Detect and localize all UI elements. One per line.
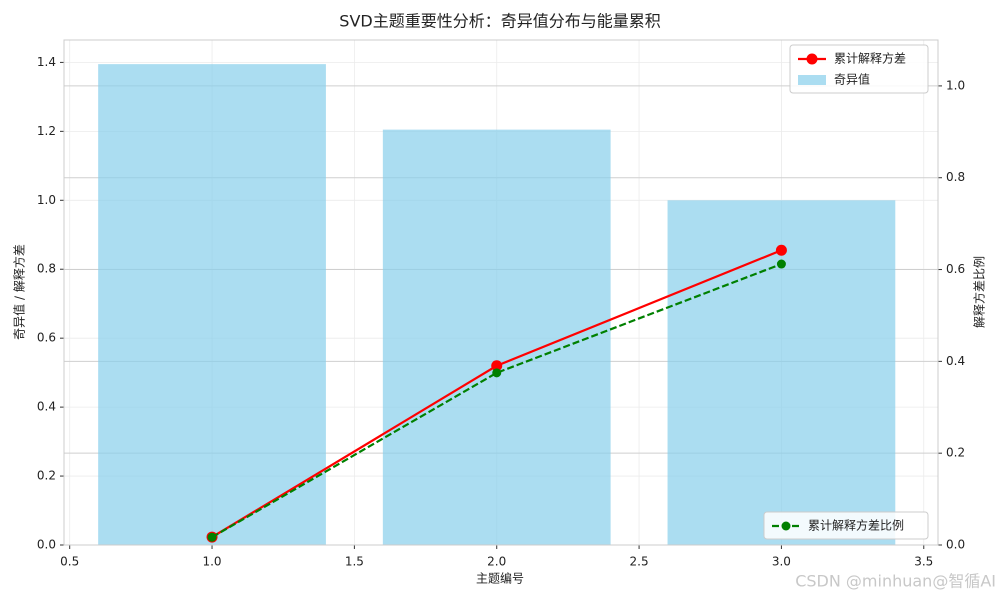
y2-tick-label: 0.8 xyxy=(946,170,965,184)
marker xyxy=(776,259,786,269)
y-tick-label: 0.4 xyxy=(37,400,56,414)
x-axis-label: 主题编号 xyxy=(476,571,524,586)
x-tick-label: 2.5 xyxy=(630,555,649,569)
x-tick-label: 1.5 xyxy=(345,555,364,569)
marker xyxy=(775,244,787,256)
legend-label: 奇异值 xyxy=(834,72,870,87)
y-tick-label: 1.0 xyxy=(37,193,56,207)
y2-tick-label: 0.6 xyxy=(946,262,965,276)
legend-swatch xyxy=(798,75,826,85)
y2-tick-label: 0.2 xyxy=(946,446,965,460)
legend-label: 累计解释方差 xyxy=(834,51,906,66)
chart-title: SVD主题重要性分析：奇异值分布与能量累积 xyxy=(339,12,660,31)
line xyxy=(211,263,782,539)
y2-tick-label: 0.0 xyxy=(946,538,965,552)
bar xyxy=(667,200,896,545)
watermark: CSDN @minhuan@智循AI xyxy=(795,572,996,591)
y-tick-label: 1.2 xyxy=(37,124,56,138)
y-tick-label: 0.2 xyxy=(37,469,56,483)
y-tick-label: 0.8 xyxy=(37,262,56,276)
plot-frame xyxy=(63,39,939,546)
y2-tick-label: 0.4 xyxy=(946,354,965,368)
y-tick-label: 0.0 xyxy=(37,538,56,552)
legend-label: 累计解释方差比例 xyxy=(808,518,904,533)
x-tick-label: 0.5 xyxy=(60,555,79,569)
y-tick-label: 0.6 xyxy=(37,331,56,345)
y2-axis-label: 解释方差比例 xyxy=(972,256,987,328)
bar xyxy=(382,129,611,545)
y-axis-label: 奇异值 / 解释方差 xyxy=(12,244,27,340)
marker xyxy=(492,368,502,378)
marker xyxy=(207,532,217,542)
marker xyxy=(491,360,503,372)
x-tick-label: 3.0 xyxy=(772,555,791,569)
bar xyxy=(98,64,326,545)
legend-marker xyxy=(781,521,791,531)
legend-marker xyxy=(806,53,818,65)
y-tick-label: 1.4 xyxy=(37,55,56,69)
x-tick-label: 1.0 xyxy=(202,555,221,569)
x-tick-label: 2.0 xyxy=(487,555,506,569)
legend-box xyxy=(763,511,929,540)
x-tick-label: 3.5 xyxy=(914,555,933,569)
y2-tick-label: 1.0 xyxy=(946,78,965,92)
